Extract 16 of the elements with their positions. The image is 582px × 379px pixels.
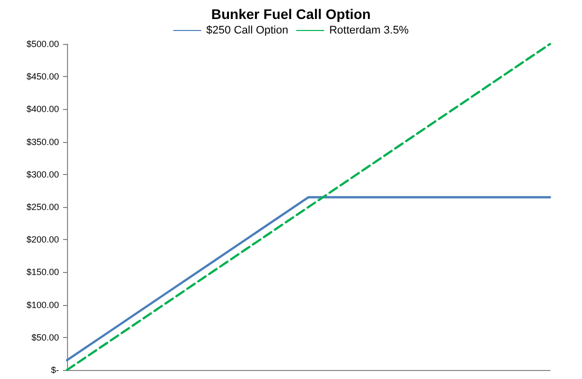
line-series <box>66 196 552 362</box>
y-tick-label: $100.00 <box>26 300 59 310</box>
y-tick-label: $150.00 <box>26 267 59 278</box>
legend-label: $250 Call Option <box>206 24 288 36</box>
y-tick-label: $300.00 <box>26 169 59 180</box>
chart-title: Bunker Fuel Call Option <box>211 6 371 22</box>
line-series <box>66 42 552 372</box>
y-tick-label: $350.00 <box>26 136 59 147</box>
y-tick-label: $500.00 <box>26 39 59 49</box>
y-tick-label: $- <box>50 365 59 375</box>
y-tick-label: $50.00 <box>31 332 59 342</box>
y-tick-label: $450.00 <box>26 72 59 82</box>
y-tick-label: $400.00 <box>26 104 59 114</box>
y-tick-label: $200.00 <box>26 234 59 245</box>
legend-label: Rotterdam 3.5% <box>329 24 409 36</box>
y-tick-label: $250.00 <box>26 202 59 212</box>
